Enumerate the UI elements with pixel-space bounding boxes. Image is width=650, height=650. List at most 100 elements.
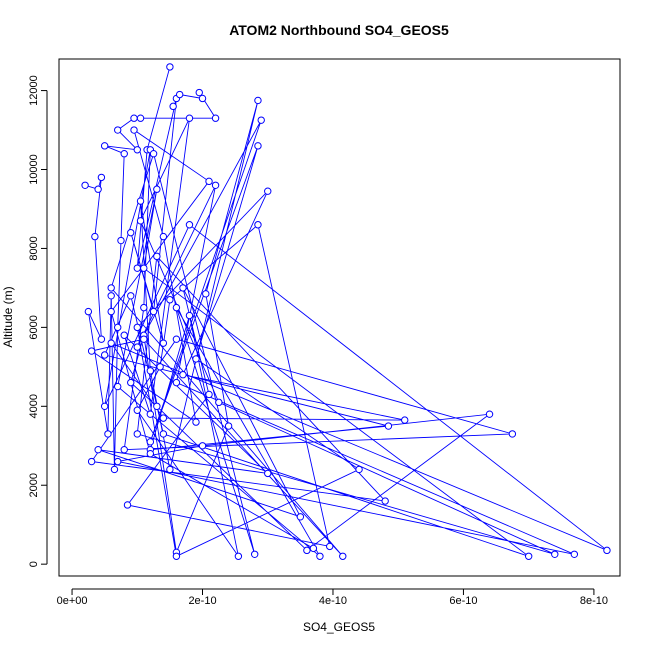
data-point bbox=[172, 378, 181, 387]
data-point bbox=[153, 185, 161, 193]
data-point bbox=[133, 264, 141, 272]
data-point bbox=[355, 465, 363, 474]
data-point bbox=[91, 232, 99, 241]
data-point bbox=[296, 513, 305, 521]
data-point bbox=[159, 414, 168, 422]
data-point bbox=[107, 339, 115, 347]
data-point bbox=[114, 382, 122, 391]
data-point bbox=[81, 181, 89, 189]
data-point bbox=[179, 371, 187, 379]
data-point bbox=[149, 150, 158, 158]
data-point bbox=[140, 303, 148, 312]
data-point bbox=[257, 116, 265, 124]
data-point bbox=[159, 232, 168, 241]
data-point bbox=[485, 410, 494, 418]
data-point bbox=[87, 457, 96, 466]
series-line bbox=[84, 92, 217, 470]
y-tick-label: 4000 bbox=[28, 394, 40, 418]
data-point bbox=[339, 552, 347, 560]
data-point bbox=[123, 501, 132, 509]
data-point bbox=[133, 406, 141, 414]
data-point bbox=[303, 546, 311, 555]
data-point bbox=[156, 363, 164, 371]
data-point bbox=[140, 335, 148, 343]
data-point bbox=[133, 343, 141, 351]
data-point bbox=[250, 550, 259, 558]
x-tick-label: 0e+00 bbox=[57, 595, 88, 607]
data-point bbox=[169, 102, 177, 111]
data-point bbox=[159, 430, 168, 438]
x-tick-label: 2e-10 bbox=[188, 595, 216, 607]
data-point bbox=[381, 497, 389, 505]
data-point bbox=[211, 181, 220, 189]
data-point bbox=[326, 542, 334, 551]
x-tick-label: 4e-10 bbox=[319, 595, 347, 607]
data-point bbox=[264, 469, 272, 478]
data-point bbox=[215, 398, 223, 407]
data-point bbox=[172, 303, 181, 312]
data-point bbox=[107, 307, 115, 316]
x-tick-label: 8e-10 bbox=[580, 595, 608, 607]
data-point bbox=[110, 465, 119, 474]
series-line bbox=[90, 66, 608, 557]
data-point bbox=[84, 307, 93, 316]
data-point bbox=[136, 114, 145, 122]
y-axis: 0 2000 4000 6000 8000 10000 12000 bbox=[28, 75, 48, 567]
data-point bbox=[185, 311, 194, 320]
data-point bbox=[508, 430, 517, 438]
data-point bbox=[192, 355, 200, 363]
data-point bbox=[146, 410, 155, 418]
data-point bbox=[198, 94, 207, 103]
data-point bbox=[603, 546, 611, 555]
y-axis-label: Altitude (m) bbox=[1, 286, 15, 347]
data-point bbox=[117, 236, 125, 245]
data-point bbox=[107, 284, 115, 292]
data-point bbox=[149, 307, 158, 316]
data-point bbox=[254, 142, 262, 150]
data-point bbox=[100, 351, 109, 359]
data-point bbox=[127, 378, 135, 387]
data-point bbox=[120, 446, 128, 454]
data-point bbox=[234, 552, 243, 560]
data-point bbox=[146, 367, 155, 375]
data-point bbox=[309, 544, 318, 553]
data-point bbox=[166, 296, 174, 304]
y-tick-label: 6000 bbox=[28, 315, 40, 339]
data-point bbox=[401, 416, 409, 424]
data-point bbox=[100, 402, 109, 410]
data-point bbox=[205, 177, 213, 186]
data-point bbox=[133, 430, 141, 438]
data-point bbox=[172, 335, 181, 343]
data-point bbox=[97, 335, 106, 343]
data-point bbox=[133, 146, 141, 154]
data-point bbox=[185, 114, 194, 122]
data-point bbox=[254, 96, 262, 105]
data-point bbox=[316, 552, 324, 560]
data-point bbox=[114, 126, 122, 134]
data-point bbox=[198, 442, 207, 450]
data-point bbox=[192, 418, 200, 426]
data-point bbox=[202, 290, 210, 298]
data-point bbox=[97, 173, 106, 182]
series-points bbox=[81, 63, 611, 560]
data-point bbox=[114, 323, 122, 332]
data-point bbox=[120, 331, 128, 339]
y-tick-label: 2000 bbox=[28, 473, 40, 497]
data-point bbox=[159, 339, 168, 347]
data-point bbox=[166, 465, 174, 474]
data-point bbox=[130, 114, 138, 122]
y-tick-label: 12000 bbox=[28, 75, 40, 106]
data-point bbox=[146, 449, 155, 458]
data-point bbox=[153, 402, 161, 410]
chart-title: ATOM2 Northbound SO4_GEOS5 bbox=[229, 22, 449, 38]
data-point bbox=[133, 323, 141, 332]
y-tick-label: 8000 bbox=[28, 236, 40, 260]
data-point bbox=[127, 228, 135, 237]
x-axis: 0e+00 2e-10 4e-10 6e-10 8e-10 bbox=[57, 588, 608, 607]
data-point bbox=[175, 90, 184, 99]
data-point bbox=[100, 142, 109, 150]
data-point bbox=[185, 221, 194, 229]
data-point bbox=[107, 292, 115, 300]
data-point bbox=[140, 264, 148, 272]
